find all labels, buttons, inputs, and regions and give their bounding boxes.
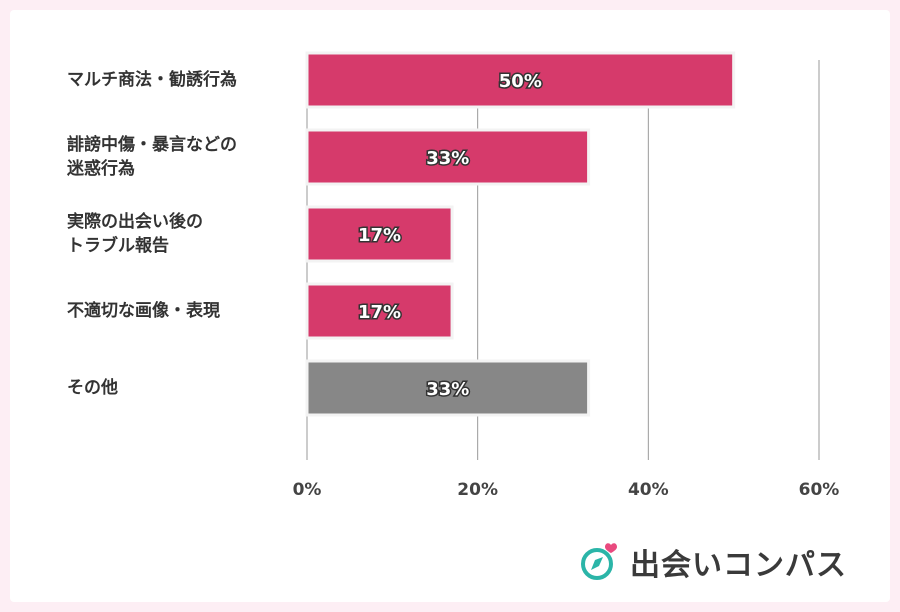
bar-3 [305,282,454,340]
bars [305,51,736,417]
brand-name: 出会いコンパス [630,548,847,583]
x-tick-label-2: 40% [627,480,669,500]
bar-value-label-3: 17% [358,302,401,323]
bar-4 [305,359,591,417]
bar-1 [305,128,591,186]
compass-heart-icon [581,543,617,580]
bar-value-label-2: 17% [358,225,401,246]
bar-2 [305,205,454,263]
category-label-3: 不適切な画像・表現 [67,301,220,321]
bar-value-label-4: 33% [426,379,469,400]
bar-value-labels: 50% 33% 17% 17% 33% [356,70,543,402]
bar-value-label-1: 33% [426,148,469,169]
x-tick-label-3: 60% [798,480,840,500]
bar-0 [305,51,736,109]
category-label-1: 誹謗中傷・暴言などの 迷惑行為 [67,135,237,179]
bar-value-label-0: 50% [499,71,542,92]
category-label-4: その他 [67,378,118,398]
x-tick-label-0: 0% [292,480,322,500]
category-label-0: マルチ商法・勧誘行為 [67,70,237,90]
category-label-2: 実際の出会い後の トラブル報告 [67,212,203,256]
brand-logo: 出会いコンパス [578,540,847,584]
x-tick-label-1: 20% [457,480,499,500]
